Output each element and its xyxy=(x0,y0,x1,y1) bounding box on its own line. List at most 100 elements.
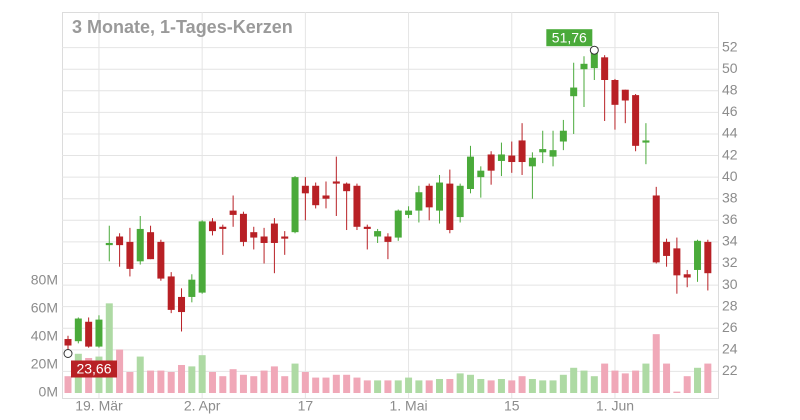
volume-bar xyxy=(446,378,454,393)
candle-body xyxy=(374,231,382,237)
candle-body xyxy=(539,149,547,153)
candle-body xyxy=(167,276,175,310)
volume-bar xyxy=(456,373,464,393)
volume-bar xyxy=(683,376,691,393)
candle-body xyxy=(436,182,444,211)
candle-body xyxy=(570,87,578,97)
candle-body xyxy=(704,241,712,274)
candle-body xyxy=(208,221,216,232)
x-tick-label: 2. Apr xyxy=(184,398,221,414)
candle-body xyxy=(683,274,691,278)
plot-area xyxy=(62,12,719,399)
volume-bar xyxy=(549,380,557,393)
candle-body xyxy=(250,232,258,238)
volume-bar xyxy=(466,374,474,393)
candle-body xyxy=(446,183,454,231)
candle-body xyxy=(260,236,268,243)
y2-tick-label: 20M xyxy=(31,356,58,372)
volume-bar xyxy=(64,376,72,393)
labels: 22 24 26 28 30 32 34 36 38 40 42 44 46 48 50 52 0M 20M 40M… xyxy=(31,29,738,414)
y-tick-label: 42 xyxy=(722,146,738,162)
y-tick-label: 30 xyxy=(722,276,738,292)
candle-body xyxy=(466,156,474,190)
volume-bar xyxy=(353,377,361,393)
candle-body xyxy=(105,242,113,246)
y2-tick-label: 60M xyxy=(31,300,58,316)
volume-bar xyxy=(528,378,536,393)
candle-body xyxy=(281,236,289,239)
volume-bar xyxy=(415,380,423,393)
volume-bar xyxy=(704,363,712,393)
candle-body xyxy=(291,177,299,233)
y-tick-label: 52 xyxy=(722,38,738,54)
candle-body xyxy=(580,63,588,70)
extreme-label: 23,66 xyxy=(76,361,111,377)
candle-body xyxy=(178,296,186,313)
y-tick-label: 28 xyxy=(722,297,738,313)
candle-body xyxy=(518,140,526,163)
volume-bar xyxy=(126,371,134,393)
y-tick-label: 46 xyxy=(722,103,738,119)
extreme-label-box xyxy=(71,360,117,378)
volume-bar xyxy=(508,380,516,393)
y-tick-label: 34 xyxy=(722,233,738,249)
y-tick-label: 22 xyxy=(722,362,738,378)
candle-body xyxy=(508,155,516,163)
volume-bar xyxy=(343,374,351,393)
volume-bar xyxy=(559,374,567,393)
candle-body xyxy=(343,183,351,192)
candle-body xyxy=(652,195,660,263)
candle-body xyxy=(301,185,309,194)
volume-bar xyxy=(621,373,629,393)
volume-bar xyxy=(198,355,206,393)
volume-bar xyxy=(374,380,382,393)
candle-body xyxy=(384,236,392,242)
candles xyxy=(64,50,712,354)
candle-body xyxy=(663,241,671,256)
volume-bar xyxy=(291,363,299,393)
y-tick-label: 48 xyxy=(722,81,738,97)
candle-body xyxy=(219,226,227,229)
candle-body xyxy=(549,150,557,157)
volume-bar xyxy=(673,391,681,393)
volume-bar xyxy=(405,377,413,393)
y-tick-label: 40 xyxy=(722,168,738,184)
volume-bar xyxy=(136,356,144,393)
candle-body xyxy=(456,185,464,218)
volume-bar xyxy=(157,370,165,393)
candle-body xyxy=(477,170,485,178)
candle-body xyxy=(694,240,702,270)
candle-body xyxy=(632,95,640,146)
candle-body xyxy=(590,53,598,69)
candle-body xyxy=(332,181,340,184)
candle-body xyxy=(528,157,536,167)
volume-bar xyxy=(611,370,619,393)
x-tick-label: 15 xyxy=(504,398,520,414)
volume-bar xyxy=(487,380,495,393)
extreme-marker xyxy=(589,45,599,55)
candle-body xyxy=(415,192,423,211)
grid xyxy=(62,12,718,398)
candle-body xyxy=(312,185,320,206)
extreme-marker xyxy=(63,348,73,358)
volume-bar xyxy=(260,370,268,393)
volume-bar xyxy=(436,378,444,393)
candle-body xyxy=(621,89,629,101)
candle-body xyxy=(126,241,134,269)
candle-body xyxy=(425,185,433,208)
volume-bar xyxy=(425,380,433,393)
candle-body xyxy=(611,79,619,105)
volume-bar xyxy=(394,380,402,393)
volume-bar xyxy=(539,380,547,393)
candle-body xyxy=(673,248,681,276)
y2-tick-label: 40M xyxy=(31,328,58,344)
volume-bar xyxy=(219,376,227,393)
volume-bar xyxy=(518,376,526,393)
volume-bar xyxy=(694,367,702,393)
chart-title: 3 Monate, 1-Tages-Kerzen xyxy=(72,17,293,37)
volume-bar xyxy=(322,377,330,393)
candle-body xyxy=(642,140,650,143)
candle-body xyxy=(239,213,247,242)
volume-bar xyxy=(570,367,578,393)
